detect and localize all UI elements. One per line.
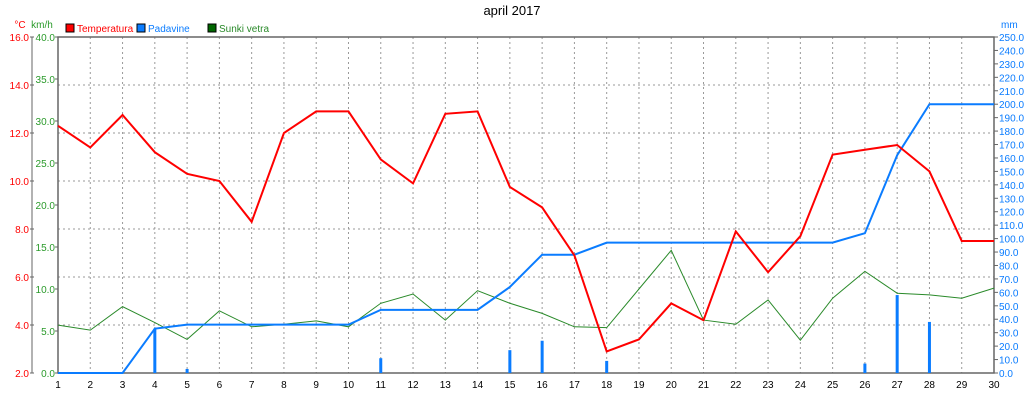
precip-daily-bar [186, 369, 189, 373]
x-tick-label: 14 [472, 380, 484, 391]
plot-frame [58, 37, 994, 373]
x-tick-label: 11 [376, 380, 387, 391]
wind-tick-label: 10.0 [36, 285, 56, 296]
precip-tick-label: 210.0 [999, 87, 1024, 98]
temp-tick-label: 16.0 [10, 33, 30, 44]
temp-tick-label: 14.0 [10, 81, 30, 92]
x-tick-label: 9 [313, 380, 319, 391]
precip-daily-bar [508, 350, 511, 373]
wind-unit: km/h [31, 20, 53, 31]
x-tick-label: 26 [859, 380, 871, 391]
x-tick-label: 23 [763, 380, 775, 391]
legend-swatch-temperatura [66, 24, 74, 32]
x-tick-label: 12 [407, 380, 419, 391]
x-tick-label: 22 [730, 380, 742, 391]
precip-tick-label: 240.0 [999, 46, 1024, 57]
precip-tick-label: 250.0 [999, 33, 1024, 44]
x-tick-label: 18 [601, 380, 613, 391]
wind-tick-label: 15.0 [36, 243, 56, 254]
x-tick-label: 2 [87, 380, 93, 391]
temp-tick-label: 8.0 [15, 225, 29, 236]
legend-label-sunki-vetra: Sunki vetra [219, 24, 269, 35]
precip-tick-label: 140.0 [999, 181, 1024, 192]
precip-tick-label: 80.0 [999, 261, 1019, 272]
temp-unit: °C [14, 20, 25, 31]
wind-tick-label: 35.0 [36, 75, 56, 86]
x-tick-label: 15 [504, 380, 516, 391]
precip-tick-label: 190.0 [999, 114, 1024, 125]
precip-tick-label: 120.0 [999, 208, 1024, 219]
precip-tick-label: 100.0 [999, 235, 1024, 246]
precip-tick-label: 30.0 [999, 329, 1019, 340]
precip-daily-bar [605, 361, 608, 373]
precip-daily-bar [153, 329, 156, 373]
wind-tick-label: 5.0 [41, 327, 55, 338]
x-tick-label: 4 [152, 380, 158, 391]
x-tick-label: 28 [924, 380, 936, 391]
precip-cumulative-line [58, 104, 994, 373]
precip-tick-label: 60.0 [999, 288, 1019, 299]
precip-tick-label: 220.0 [999, 73, 1024, 84]
legend-label-temperatura: Temperatura [77, 24, 134, 35]
precip-tick-label: 70.0 [999, 275, 1019, 286]
precip-daily-bar [928, 322, 931, 373]
temp-tick-label: 4.0 [15, 321, 29, 332]
precip-tick-label: 230.0 [999, 60, 1024, 71]
x-tick-label: 7 [249, 380, 255, 391]
precip-tick-label: 150.0 [999, 167, 1024, 178]
precip-daily-bar [541, 341, 544, 373]
precip-tick-label: 160.0 [999, 154, 1024, 165]
precip-tick-label: 90.0 [999, 248, 1019, 259]
wind-tick-label: 25.0 [36, 159, 56, 170]
precip-tick-label: 0.0 [999, 369, 1013, 380]
wind-tick-label: 30.0 [36, 117, 56, 128]
chart-title: april 2017 [483, 3, 540, 18]
x-tick-label: 19 [633, 380, 645, 391]
x-tick-label: 10 [343, 380, 355, 391]
temp-tick-label: 2.0 [15, 369, 29, 380]
temp-tick-label: 10.0 [10, 177, 30, 188]
legend-swatch-padavine [137, 24, 145, 32]
precip-tick-label: 10.0 [999, 356, 1019, 367]
legend-swatch-sunki-vetra [208, 24, 216, 32]
temp-tick-label: 6.0 [15, 273, 29, 284]
wind-tick-label: 40.0 [36, 33, 56, 44]
precip-tick-label: 130.0 [999, 194, 1024, 205]
x-tick-label: 17 [569, 380, 581, 391]
x-tick-label: 3 [120, 380, 126, 391]
wind-tick-label: 0.0 [41, 369, 55, 380]
precip-tick-label: 110.0 [999, 221, 1024, 232]
x-tick-label: 24 [795, 380, 807, 391]
x-tick-label: 16 [537, 380, 549, 391]
x-tick-label: 29 [956, 380, 968, 391]
wind-tick-label: 20.0 [36, 201, 56, 212]
precip-tick-label: 20.0 [999, 342, 1019, 353]
x-tick-label: 8 [281, 380, 287, 391]
precip-tick-label: 50.0 [999, 302, 1019, 313]
x-tick-label: 20 [666, 380, 678, 391]
x-tick-label: 30 [988, 380, 1000, 391]
temp-tick-label: 12.0 [10, 129, 30, 140]
precip-tick-label: 170.0 [999, 141, 1024, 152]
precip-daily-bar [379, 358, 382, 373]
temperature-line [58, 111, 994, 351]
x-tick-label: 27 [892, 380, 904, 391]
precip-unit: mm [1001, 20, 1018, 31]
legend-label-padavine: Padavine [148, 24, 190, 35]
precip-tick-label: 200.0 [999, 100, 1024, 111]
precip-daily-bar [896, 295, 899, 373]
precip-tick-label: 180.0 [999, 127, 1024, 138]
x-tick-label: 21 [698, 380, 710, 391]
x-tick-label: 6 [217, 380, 223, 391]
wind-line [58, 250, 994, 340]
legend: Temperatura Padavine Sunki vetra [66, 24, 269, 35]
x-tick-label: 25 [827, 380, 839, 391]
precip-tick-label: 40.0 [999, 315, 1019, 326]
precip-daily-bar [863, 364, 866, 373]
x-tick-label: 1 [55, 380, 61, 391]
x-tick-label: 5 [184, 380, 190, 391]
x-tick-label: 13 [440, 380, 452, 391]
